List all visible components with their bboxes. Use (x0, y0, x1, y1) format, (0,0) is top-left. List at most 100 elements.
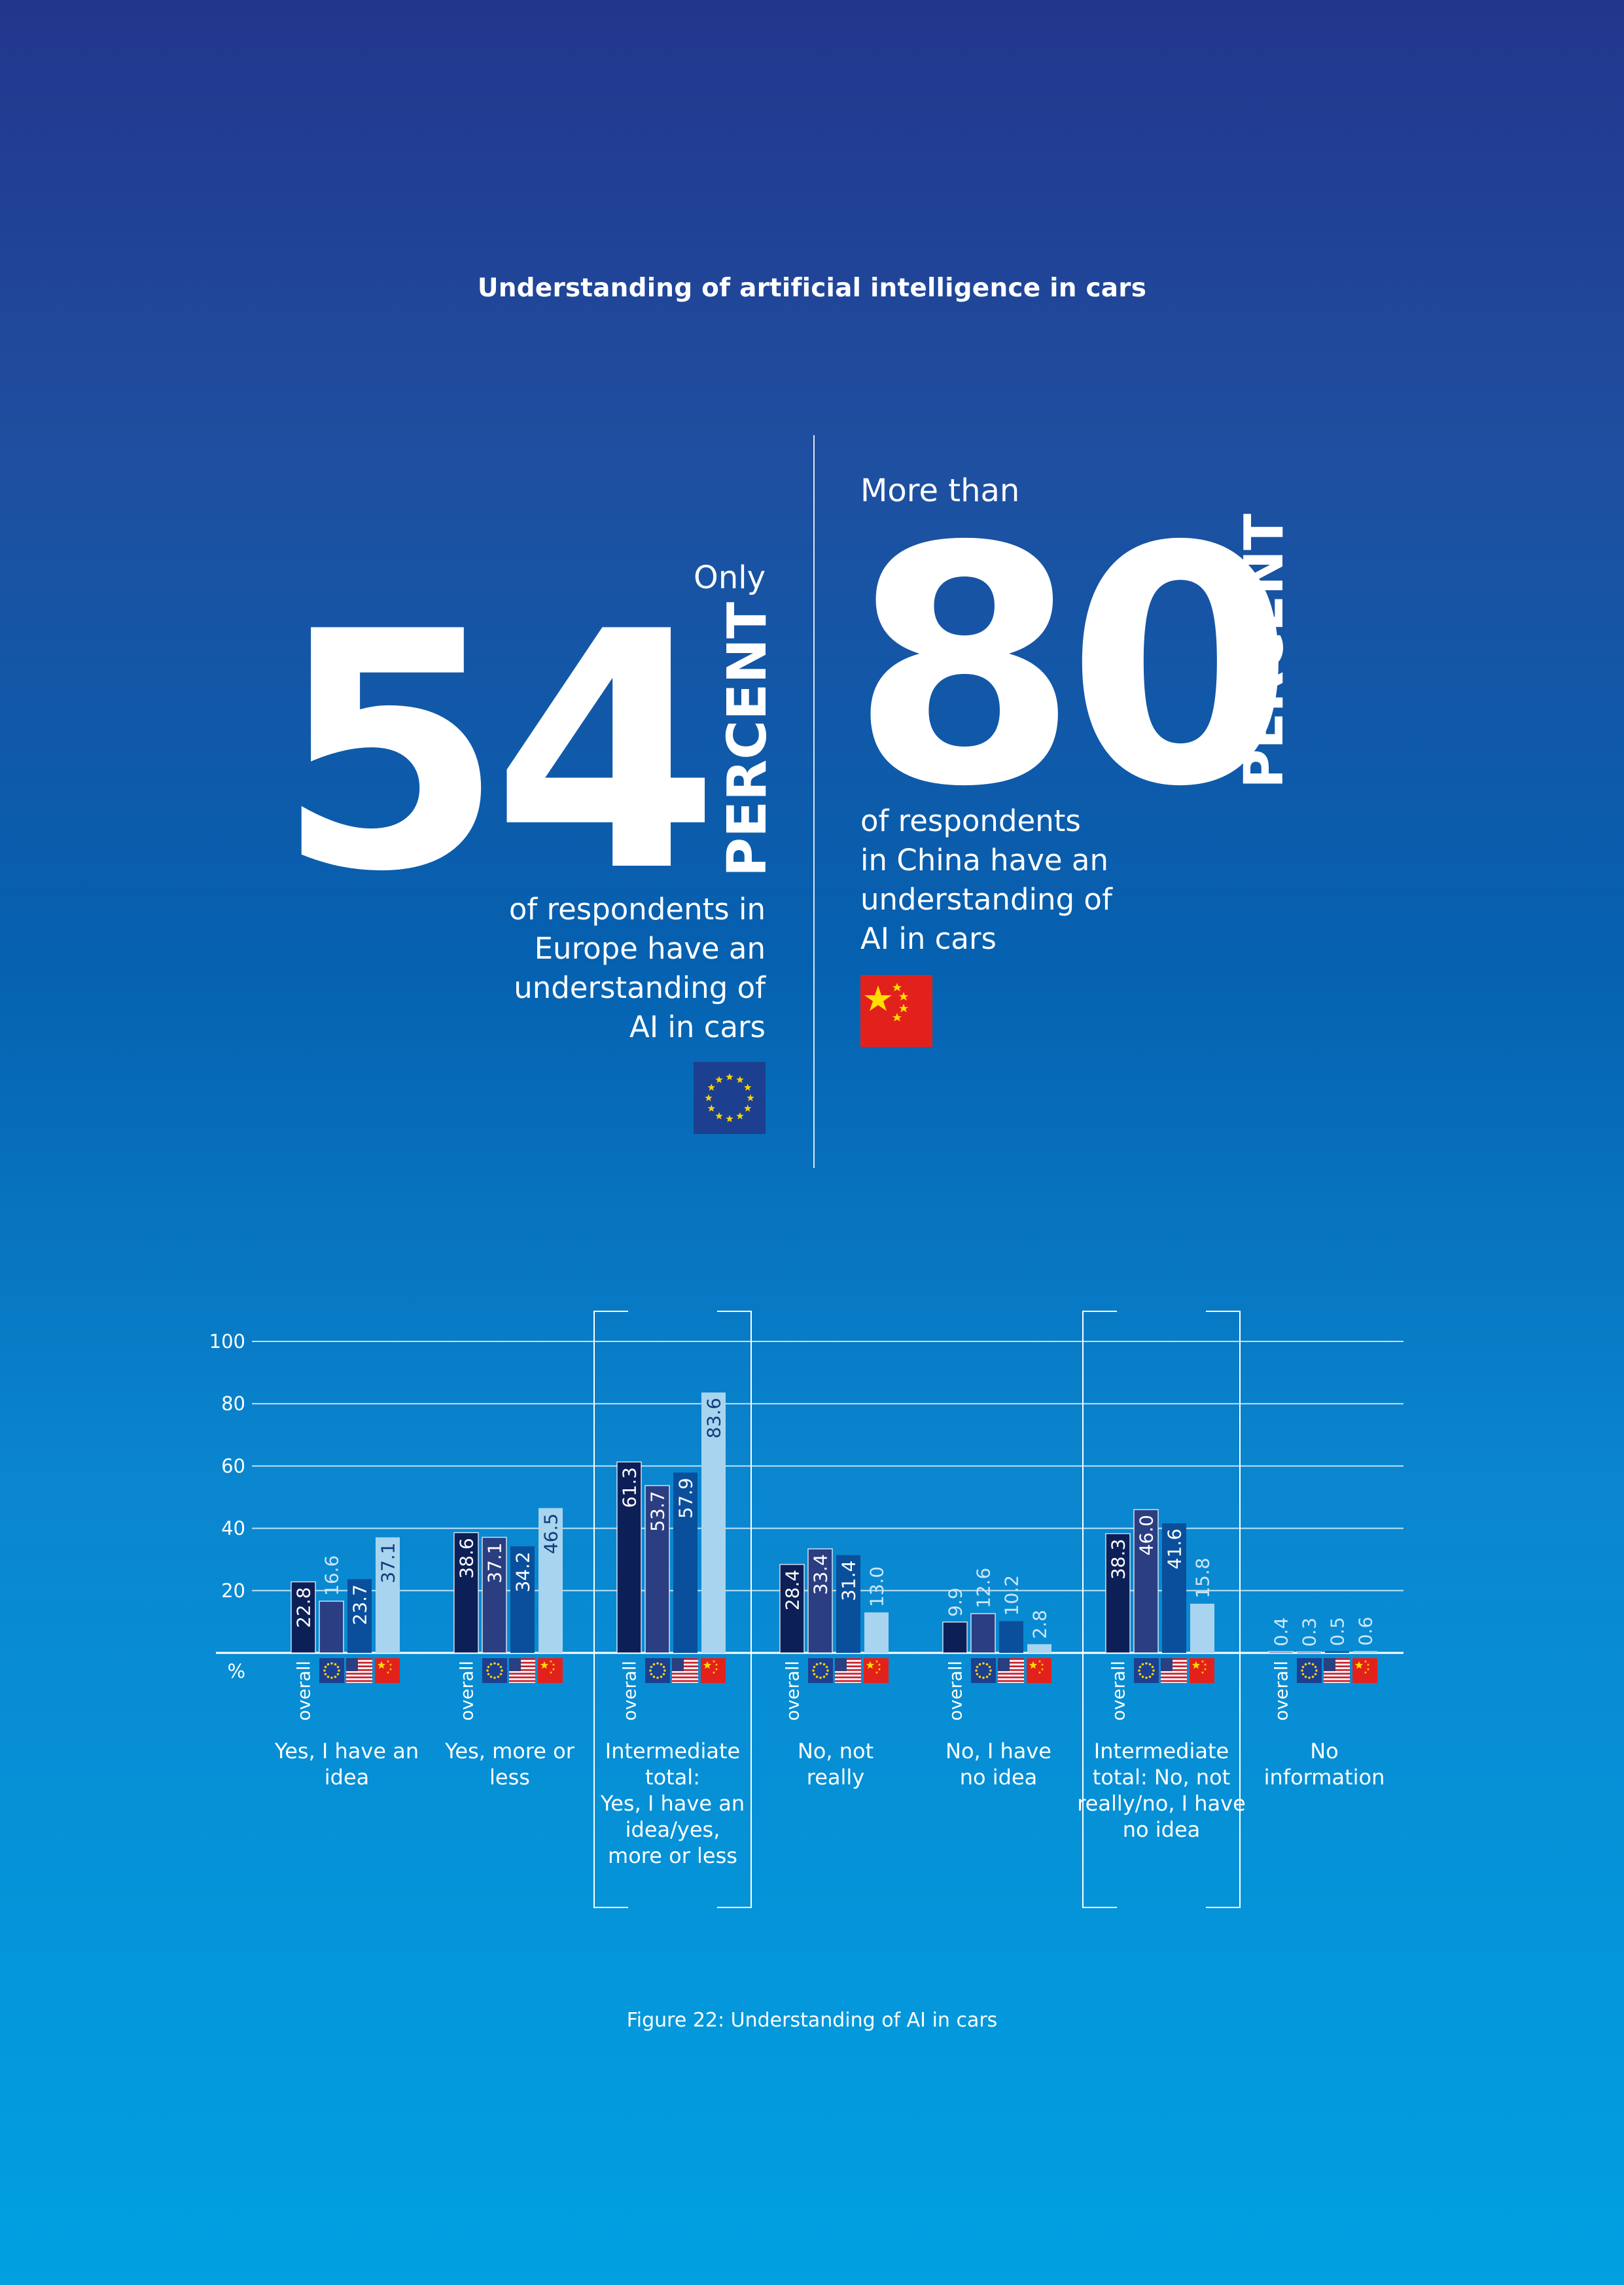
eu-star (336, 1673, 340, 1676)
flag-bg (1297, 1658, 1322, 1683)
bracket-left (593, 1311, 628, 1908)
cn-small-star (552, 1663, 556, 1666)
y-axis-unit: % (227, 1660, 245, 1682)
group-label-overall: overall (457, 1661, 478, 1721)
flag-bg (1134, 1658, 1159, 1683)
data-label: 37.1 (378, 1542, 399, 1583)
eu-star (652, 1675, 656, 1678)
us-stripe (672, 1676, 698, 1678)
bar (1133, 1509, 1159, 1654)
us-stripe (1324, 1665, 1350, 1667)
us-stripe (346, 1658, 372, 1660)
eu-star (825, 1673, 828, 1676)
cn-big-star (866, 1661, 875, 1669)
bar (482, 1536, 507, 1654)
eu-star (1151, 1673, 1154, 1676)
group-label-overall: overall (1109, 1661, 1129, 1721)
group-label-overall: overall (294, 1661, 315, 1721)
cn-small-star (715, 1663, 718, 1666)
eu-star (489, 1663, 493, 1666)
eu-star (736, 1076, 744, 1084)
category-label: really (807, 1765, 864, 1790)
eu-star (1301, 1673, 1305, 1676)
eu-star (826, 1669, 829, 1672)
europe-description-line: Europe have an (534, 931, 766, 966)
eu-star (975, 1669, 978, 1672)
data-label: 16.6 (321, 1555, 343, 1596)
us-stripe (998, 1673, 1024, 1675)
bar (1268, 1651, 1294, 1654)
page-title: Understanding of artificial intelligence… (477, 274, 1147, 303)
group-label-overall: overall (946, 1661, 966, 1721)
eu-star (1311, 1663, 1315, 1666)
us-canton (998, 1658, 1010, 1671)
eu-star (493, 1676, 496, 1679)
flag-bg (319, 1658, 344, 1683)
cn-small-star (1366, 1663, 1370, 1666)
eu-star (1138, 1669, 1140, 1672)
flag-bg (482, 1658, 507, 1683)
cn-big-star (540, 1661, 549, 1669)
eu-star (652, 1663, 656, 1666)
us-stripe (998, 1661, 1024, 1664)
data-label: 41.6 (1164, 1529, 1186, 1569)
eu-star (1311, 1675, 1315, 1678)
eu-star (487, 1673, 490, 1676)
eu-star (1301, 1665, 1305, 1669)
y-tick-label: 60 (221, 1455, 245, 1477)
eu-star (726, 1115, 733, 1122)
cn-small-star (1038, 1671, 1042, 1674)
group-label-overall: overall (620, 1661, 641, 1721)
flag-eu-icon (1134, 1658, 1159, 1683)
us-stripe (835, 1665, 861, 1667)
eu-star (656, 1676, 659, 1679)
data-label: 46.0 (1136, 1515, 1157, 1555)
bar (1162, 1523, 1186, 1653)
bracket-right (717, 1311, 752, 1908)
us-stripe (835, 1680, 861, 1682)
flag-eu-icon (808, 1658, 833, 1683)
flag-eu-icon (319, 1658, 344, 1683)
flag-us-icon (1161, 1658, 1187, 1683)
highlight-bracket (593, 1311, 752, 1908)
flag-cn-icon (1027, 1658, 1051, 1683)
eu-star (726, 1073, 733, 1080)
us-stripe (509, 1669, 535, 1671)
eu-star (825, 1665, 828, 1669)
bar-group: 38.3 46.0 41.6 15.8 overall Intermediatetotal… (1077, 1509, 1246, 1842)
europe-percentage: 54 (276, 562, 720, 943)
eu-star (497, 1675, 500, 1678)
us-stripe (509, 1680, 535, 1682)
us-stripe (1161, 1661, 1187, 1664)
us-stripe (1324, 1661, 1350, 1664)
bar (319, 1601, 344, 1654)
data-label: 38.6 (456, 1538, 478, 1578)
flag-cn-icon (538, 1658, 563, 1683)
category-label: No (1310, 1739, 1339, 1763)
us-stripe (672, 1658, 698, 1660)
data-label: 38.3 (1108, 1539, 1129, 1580)
eu-star (744, 1084, 752, 1091)
category-label: more or less (608, 1843, 737, 1868)
flag-bg (645, 1658, 670, 1683)
eu-star (736, 1112, 744, 1120)
us-stripe (1324, 1658, 1350, 1660)
us-stripe (672, 1673, 698, 1675)
flag-eu-icon (482, 1658, 507, 1683)
data-label: 33.4 (810, 1554, 832, 1595)
eu-star (487, 1665, 490, 1669)
cn-small-star (552, 1667, 556, 1671)
flag-us-icon (1324, 1658, 1350, 1683)
us-canton (835, 1658, 847, 1671)
eu-star (989, 1669, 992, 1672)
eu-star (1139, 1673, 1142, 1676)
bar (347, 1579, 372, 1653)
eu-star (707, 1105, 715, 1112)
data-label: 10.2 (1001, 1575, 1023, 1616)
data-label: 31.4 (838, 1561, 860, 1601)
cn-small-star (1038, 1659, 1042, 1663)
eu-star (988, 1665, 991, 1669)
eu-star (822, 1675, 826, 1678)
eu-star (499, 1673, 503, 1676)
